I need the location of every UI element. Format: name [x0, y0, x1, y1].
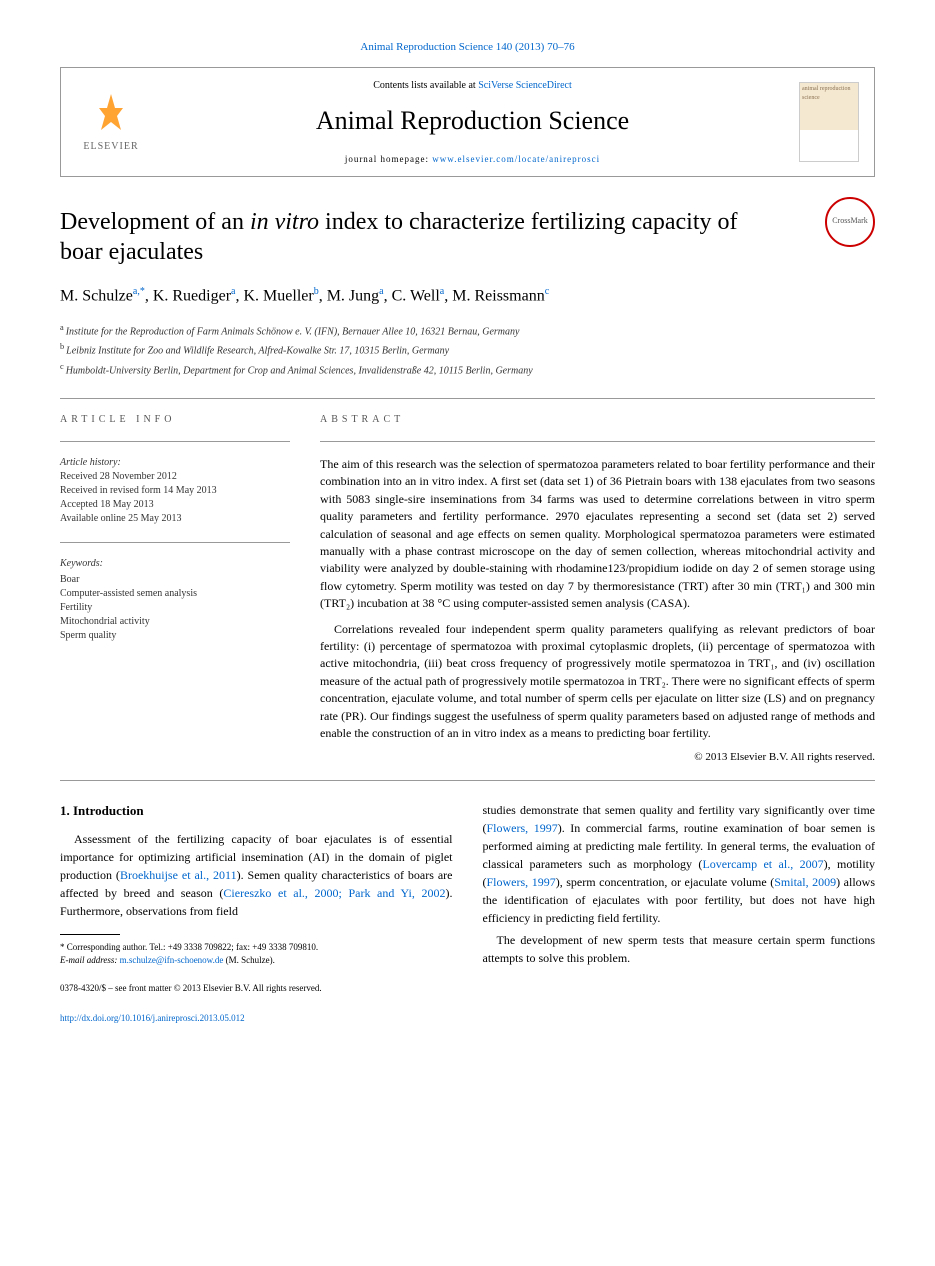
author-aff: c [545, 286, 549, 297]
footer-issn: 0378-4320/$ – see front matter © 2013 El… [60, 982, 453, 996]
history-revised: Received in revised form 14 May 2013 [60, 484, 290, 498]
header-center: Contents lists available at SciVerse Sci… [146, 79, 799, 166]
publisher-name: ELSEVIER [76, 140, 146, 154]
body-left-column: 1. Introduction Assessment of the fertil… [60, 801, 453, 1026]
keywords-label: Keywords: [60, 557, 290, 571]
journal-cover-thumbnail: animal reproduction science [799, 82, 859, 162]
author-aff: a [379, 286, 383, 297]
author-aff: a [231, 286, 235, 297]
keyword: Computer-assisted semen analysis [60, 587, 290, 601]
body-right-column: studies demonstrate that semen quality a… [483, 801, 876, 1026]
footnote-corr: * Corresponding author. Tel.: +49 3338 7… [60, 941, 453, 954]
history-accepted: Accepted 18 May 2013 [60, 498, 290, 512]
journal-title: Animal Reproduction Science [146, 103, 799, 139]
article-title: Development of an in vitro index to char… [60, 207, 780, 267]
history-online: Available online 25 May 2013 [60, 512, 290, 526]
homepage-link[interactable]: www.elsevier.com/locate/anireprosci [432, 154, 600, 164]
article-info-label: ARTICLE INFO [60, 413, 290, 427]
journal-header: ELSEVIER Contents lists available at Sci… [60, 67, 875, 177]
footnote-email-line: E-mail address: m.schulze@ifn-schoenow.d… [60, 954, 453, 967]
copyright-line: © 2013 Elsevier B.V. All rights reserved… [320, 750, 875, 765]
keyword: Mitochondrial activity [60, 615, 290, 629]
sciencedirect-link[interactable]: SciVerse ScienceDirect [478, 80, 572, 91]
page: Animal Reproduction Science 140 (2013) 7… [0, 0, 935, 1065]
citation-link[interactable]: Lovercamp et al., 2007 [702, 857, 823, 871]
abstract-p2: Correlations revealed four independent s… [320, 621, 875, 743]
citation-link[interactable]: Ciereszko et al., 2000; Park and Yi, 200… [223, 886, 445, 900]
author-aff: a,* [133, 286, 145, 297]
author: K. Mueller [243, 288, 313, 305]
body-columns: 1. Introduction Assessment of the fertil… [60, 801, 875, 1026]
abstract-label: ABSTRACT [320, 413, 875, 427]
contents-prefix: Contents lists available at [373, 80, 478, 91]
keyword: Sperm quality [60, 629, 290, 643]
intro-paragraph: The development of new sperm tests that … [483, 931, 876, 967]
divider [60, 441, 290, 442]
intro-paragraph: studies demonstrate that semen quality a… [483, 801, 876, 927]
affiliations: aInstitute for the Reproduction of Farm … [60, 322, 875, 378]
homepage-line: journal homepage: www.elsevier.com/locat… [146, 153, 799, 166]
info-abstract-row: ARTICLE INFO Article history: Received 2… [60, 413, 875, 766]
authors-line: M. Schulzea,*, K. Ruedigera, K. Muellerb… [60, 285, 875, 308]
author: C. Well [392, 288, 440, 305]
divider [60, 542, 290, 543]
history-received: Received 28 November 2012 [60, 470, 290, 484]
citation-link[interactable]: Flowers, 1997 [487, 875, 556, 889]
crossmark-badge[interactable]: CrossMark [825, 197, 875, 247]
title-italic: in vitro [250, 209, 319, 235]
divider [60, 780, 875, 781]
citation-link[interactable]: Smital, 2009 [774, 875, 836, 889]
email-link[interactable]: m.schulze@ifn-schoenow.de [120, 955, 224, 965]
keyword: Fertility [60, 601, 290, 615]
abstract-p1: The aim of this research was the selecti… [320, 456, 875, 613]
author-aff: b [314, 286, 319, 297]
footnote-email-label: E-mail address: [60, 955, 120, 965]
history-label: Article history: [60, 456, 290, 470]
doi-link[interactable]: http://dx.doi.org/10.1016/j.anireprosci.… [60, 1013, 245, 1023]
divider [320, 441, 875, 442]
divider [60, 398, 875, 399]
publisher-logo: ELSEVIER [76, 90, 146, 154]
intro-paragraph: Assessment of the fertilizing capacity o… [60, 830, 453, 920]
footnote-separator [60, 934, 120, 935]
author: M. Schulze [60, 288, 133, 305]
elsevier-tree-icon [76, 90, 146, 140]
citation-link[interactable]: Flowers, 1997 [487, 821, 558, 835]
contents-line: Contents lists available at SciVerse Sci… [146, 79, 799, 93]
author: M. Reissmann [452, 288, 544, 305]
abstract-text: The aim of this research was the selecti… [320, 456, 875, 742]
affiliation-c: cHumboldt-University Berlin, Department … [60, 361, 875, 378]
section-heading-introduction: 1. Introduction [60, 801, 453, 821]
affiliation-b: bLeibniz Institute for Zoo and Wildlife … [60, 341, 875, 358]
keywords-block: Keywords: Boar Computer-assisted semen a… [60, 557, 290, 643]
footnote-email-suffix: (M. Schulze). [223, 955, 275, 965]
keyword: Boar [60, 573, 290, 587]
footer-doi: http://dx.doi.org/10.1016/j.anireprosci.… [60, 1012, 453, 1026]
article-info-column: ARTICLE INFO Article history: Received 2… [60, 413, 290, 766]
citation-link[interactable]: Broekhuijse et al., 2011 [120, 868, 237, 882]
author-aff: a [440, 286, 444, 297]
abstract-column: ABSTRACT The aim of this research was th… [320, 413, 875, 766]
affiliation-a: aInstitute for the Reproduction of Farm … [60, 322, 875, 339]
journal-reference: Animal Reproduction Science 140 (2013) 7… [60, 40, 875, 55]
corresponding-author-footnote: * Corresponding author. Tel.: +49 3338 7… [60, 941, 453, 966]
homepage-prefix: journal homepage: [345, 154, 432, 164]
author: M. Jung [327, 288, 379, 305]
author: K. Ruediger [153, 288, 231, 305]
article-history: Article history: Received 28 November 20… [60, 456, 290, 526]
title-pre: Development of an [60, 209, 250, 235]
